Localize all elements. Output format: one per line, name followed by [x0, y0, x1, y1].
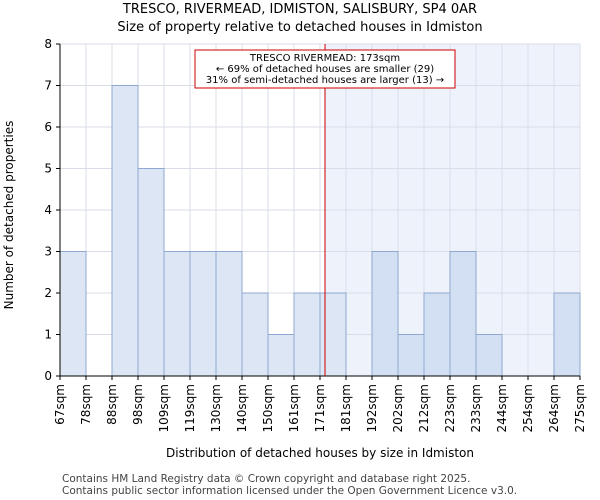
x-axis-label: Distribution of detached houses by size … — [166, 446, 474, 460]
bar-192sqm — [371, 251, 399, 377]
x-tick-label: 78sqm — [79, 384, 93, 425]
x-tick-label: 150sqm — [261, 384, 275, 432]
x-tick-label: 254sqm — [521, 384, 535, 432]
histogram-chart: 0 1 2 3 4 5 6 7 8 67sqm 78sqm 88sqm 98sqm 109sqm 119sq… — [2, 37, 587, 460]
annotation-line1: TRESCO RIVERMEAD: 173sqm — [249, 53, 400, 64]
bar-212sqm — [423, 292, 451, 377]
annotation-line3: 31% of semi-detached houses are larger (… — [206, 75, 444, 86]
y-tick-label: 2 — [44, 286, 52, 300]
chart-title: TRESCO, RIVERMEAD, IDMISTON, SALISBURY, … — [122, 2, 478, 17]
x-tick-label: 212sqm — [417, 384, 431, 432]
y-tick-label: 0 — [44, 369, 52, 383]
bar-171sqm — [319, 292, 347, 377]
bar-109sqm — [163, 251, 191, 377]
x-tick-label: 109sqm — [157, 384, 171, 432]
bar-130sqm — [215, 251, 243, 377]
x-tick-label: 202sqm — [391, 384, 405, 432]
y-tick-label: 1 — [44, 328, 52, 342]
y-tick-label: 6 — [44, 120, 52, 134]
x-tick-label: 192sqm — [365, 384, 379, 432]
y-tick-label: 3 — [44, 245, 52, 259]
bar-119sqm — [189, 251, 217, 377]
x-tick-label: 275sqm — [573, 384, 587, 432]
x-tick-label: 264sqm — [547, 384, 561, 432]
annotation-line2: ← 69% of detached houses are smaller (29… — [216, 64, 434, 75]
x-tick-label: 88sqm — [105, 384, 119, 425]
y-tick-label: 7 — [44, 79, 52, 93]
bar-67sqm — [59, 251, 87, 377]
x-tick-label: 233sqm — [469, 384, 483, 432]
x-tick-label: 130sqm — [209, 384, 223, 432]
chart-subtitle: Size of property relative to detached ho… — [117, 20, 483, 35]
x-tick-label: 223sqm — [443, 384, 457, 432]
bar-140sqm — [241, 292, 269, 377]
bar-150sqm — [267, 334, 295, 377]
bar-223sqm — [449, 251, 477, 377]
y-tick-label: 8 — [44, 37, 52, 51]
bar-264sqm — [553, 292, 581, 377]
x-tick-label: 171sqm — [313, 384, 327, 432]
y-axis-label: Number of detached properties — [2, 121, 16, 310]
x-tick-label: 181sqm — [339, 384, 353, 432]
footer-copyright: Contains HM Land Registry data © Crown c… — [62, 473, 471, 485]
x-tick-label: 119sqm — [183, 384, 197, 432]
x-tick-label: 67sqm — [53, 384, 67, 425]
bar-98sqm — [137, 168, 165, 377]
y-tick-label: 4 — [44, 203, 52, 217]
x-tick-label: 140sqm — [235, 384, 249, 432]
bars — [59, 85, 581, 377]
x-tick-label: 98sqm — [131, 384, 145, 425]
bar-161sqm — [293, 292, 321, 377]
y-tick-label: 5 — [44, 162, 52, 176]
annotation-frame — [194, 49, 456, 89]
x-tick-label: 161sqm — [287, 384, 301, 432]
bar-88sqm — [111, 85, 139, 377]
annotation-box: TRESCO RIVERMEAD: 173sqm← 69% of detache… — [194, 49, 456, 89]
footer-licence: Contains public sector information licen… — [62, 485, 518, 497]
axes: 0 1 2 3 4 5 6 7 8 67sqm 78sqm 88sqm 98sqm 109sqm 119sq… — [44, 37, 587, 432]
bar-233sqm — [475, 334, 503, 377]
bar-202sqm — [397, 334, 425, 377]
x-tick-label: 244sqm — [495, 384, 509, 432]
